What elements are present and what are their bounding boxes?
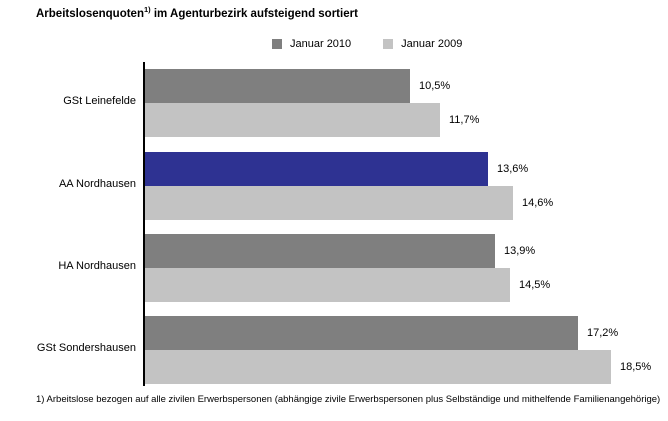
bar-value-label: 13,6%: [497, 163, 529, 175]
legend-item-januar-2009: Januar 2009: [383, 38, 462, 50]
chart-title: Arbeitslosenquoten1) im Agenturbezirk au…: [36, 5, 358, 20]
bar-value-label: 13,9%: [504, 245, 536, 257]
category-row: AA Nordhausen 13,6% 14,6%: [0, 152, 668, 220]
legend-item-januar-2010: Januar 2010: [272, 38, 351, 50]
chart-title-footnote-marker: 1): [143, 5, 151, 15]
bar: 13,6%: [145, 152, 528, 186]
category-label: GSt Leinefelde: [63, 95, 136, 107]
bar-value-label: 11,7%: [449, 114, 480, 126]
legend-label: Januar 2009: [401, 38, 463, 50]
chart-title-main: Arbeitslosenquoten: [36, 8, 144, 20]
bar-value-label: 17,2%: [587, 327, 619, 339]
bar: 13,9%: [145, 234, 535, 268]
bar-value-label: 14,5%: [519, 279, 551, 291]
bar: 14,5%: [145, 268, 550, 302]
bar: 10,5%: [145, 69, 450, 103]
bar: 14,6%: [145, 186, 553, 220]
legend-swatch-icon: [272, 39, 282, 49]
chart-title-tail: im Agenturbezirk aufsteigend sortiert: [150, 8, 358, 20]
category-row: GSt Leinefelde 10,5% 11,7%: [0, 69, 668, 137]
bar: 11,7%: [145, 103, 479, 137]
category-label: HA Nordhausen: [58, 260, 136, 272]
chart-legend: Januar 2010 Januar 2009: [272, 38, 462, 50]
category-label: GSt Sondershausen: [36, 342, 136, 354]
legend-label: Januar 2010: [290, 38, 352, 50]
bar-chart: GSt Leinefelde 10,5% 11,7% AA Nordhausen 13,…: [0, 62, 668, 386]
bar-value-label: 18,5%: [620, 361, 652, 373]
bar-value-label: 10,5%: [419, 80, 451, 92]
category-row: HA Nordhausen 13,9% 14,5%: [0, 234, 668, 302]
category-label: AA Nordhausen: [58, 178, 136, 190]
legend-swatch-icon: [383, 39, 394, 49]
bar: 17,2%: [145, 316, 618, 350]
bar: 18,5%: [145, 350, 651, 384]
category-row: GSt Sondershausen 17,2% 18,5%: [0, 316, 668, 384]
footnote: 1) Arbeitslose bezogen auf alle zivilen …: [36, 394, 661, 405]
bar-value-label: 14,6%: [522, 197, 554, 209]
y-axis-line: [143, 62, 145, 386]
